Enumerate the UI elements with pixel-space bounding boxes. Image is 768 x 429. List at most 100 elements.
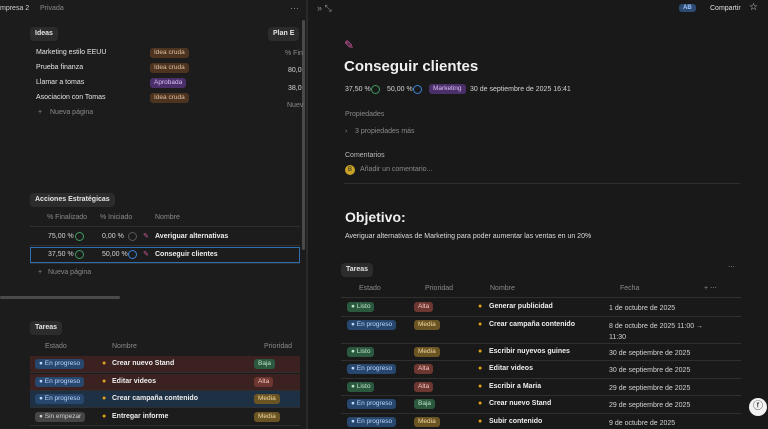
expand[interactable]: ›	[345, 128, 348, 135]
collapse-icon[interactable]: » ⤡	[317, 3, 332, 13]
section-label: Comentarios	[345, 152, 385, 159]
status: ● Listo	[347, 381, 375, 392]
row-divider	[341, 360, 741, 361]
row-name[interactable]: Conseguir clientes	[155, 251, 218, 258]
row-divider	[30, 424, 300, 426]
row-divider	[30, 407, 300, 408]
task-name[interactable]: Crear nuevo Stand	[489, 400, 552, 407]
row-name[interactable]: Averiguar alternativas	[155, 233, 229, 240]
status: ● En progreso	[35, 376, 85, 387]
idea-tag: Idea cruda	[150, 63, 189, 73]
plan-value: 80,0	[288, 67, 302, 74]
scrollbar	[0, 296, 120, 299]
row-bg	[30, 391, 300, 407]
new-page[interactable]: +	[38, 109, 43, 116]
status: ● En progreso	[347, 319, 397, 330]
date: 30 de septiembre de 2025	[609, 367, 691, 374]
share-button[interactable]: Compartir	[710, 5, 741, 12]
new-page[interactable]: +	[38, 269, 43, 276]
priority: Baja	[414, 399, 436, 409]
column-header: % Finalizado	[47, 214, 88, 221]
ring	[128, 250, 137, 259]
priority: Alta	[414, 364, 434, 374]
iniciado: 0,00 %	[102, 233, 124, 240]
idea-tag: Idea cruda	[150, 48, 189, 58]
favorite[interactable]: ☆	[749, 2, 758, 13]
row-bg	[30, 373, 300, 390]
more-properties[interactable]: 3 propiedades más	[355, 128, 415, 135]
priority: Media	[414, 319, 440, 330]
finalizado: 75,00 %	[48, 233, 74, 240]
iniciado: 50,00 %	[387, 86, 413, 93]
idea-name[interactable]: Asociacion con Tomas	[36, 94, 106, 101]
comment-input[interactable]: Añadir un comentario...	[360, 166, 433, 173]
help-button[interactable]: ⓕ	[749, 398, 767, 416]
idea-name[interactable]: Prueba finanza	[36, 64, 84, 71]
scrollbar	[302, 20, 305, 250]
status: ● Sin empezar	[35, 411, 86, 422]
row-divider	[30, 389, 300, 391]
check: ●	[102, 395, 107, 402]
task-name[interactable]: Entregar informe	[112, 412, 169, 420]
view-tab[interactable]: Tareas	[30, 321, 63, 335]
check: ●	[102, 377, 107, 385]
task-name[interactable]: Crear nuevo Stand	[112, 360, 175, 367]
column-header: Nombre	[112, 343, 137, 350]
task-name[interactable]: Escribir nuyevos guines	[489, 347, 570, 355]
ring	[371, 85, 380, 94]
task-name[interactable]: Escribir a Maria	[489, 382, 542, 390]
tag: Marketing	[429, 84, 466, 94]
idea-tag: Aprobada	[150, 78, 187, 88]
priority: Alta	[414, 302, 434, 312]
divider	[306, 0, 308, 429]
row-divider	[341, 395, 741, 396]
column-header: Fecha	[620, 285, 640, 292]
task-name[interactable]: Crear campaña contenido	[489, 320, 575, 328]
status: ● En progreso	[347, 416, 397, 427]
ring	[75, 232, 84, 241]
date: 9 de octubre de 2025	[609, 419, 676, 427]
task-name[interactable]: Generar publicidad	[489, 303, 553, 310]
view-tab[interactable]: Plan E	[268, 27, 300, 41]
column-header: Prioridad	[425, 285, 454, 292]
task-name[interactable]: Editar videos	[489, 365, 533, 372]
view-tab[interactable]: Ideas	[30, 27, 58, 41]
view-tab[interactable]: Acciones Estratégicas	[30, 193, 115, 207]
check: ●	[478, 303, 483, 310]
more-icon[interactable]: ⋯	[290, 3, 299, 13]
more-icon[interactable]: ⋯	[728, 264, 735, 271]
new-page[interactable]: Nuev	[287, 102, 304, 109]
idea-name[interactable]: Llamar a tomas	[36, 79, 85, 86]
header-divider	[30, 226, 300, 227]
iniciado: 50,00 %	[102, 251, 128, 258]
view-tab[interactable]: Tareas	[341, 263, 374, 277]
page-title: Conseguir clientes	[344, 58, 479, 75]
column-header: Nombre	[490, 285, 515, 292]
new-page[interactable]: Nueva página	[48, 269, 92, 276]
finalizado: 37,50 %	[345, 86, 371, 93]
idea-name[interactable]: Marketing estilo EEUU	[36, 49, 107, 56]
status: ● En progreso	[347, 399, 397, 409]
new-page[interactable]: Nueva página	[50, 109, 94, 116]
priority: Media	[414, 416, 440, 427]
status: ● En progreso	[35, 359, 85, 369]
privacy: Privada	[40, 5, 64, 12]
add-column[interactable]: + ⋯	[704, 285, 718, 292]
finalizado: 37,50 %	[48, 251, 74, 258]
row-bg	[30, 356, 300, 372]
workspace[interactable]: mpresa 2	[0, 5, 30, 12]
row-divider	[344, 183, 740, 184]
date: 8 de octubre de 2025 11:00 → 11:30	[609, 322, 704, 341]
check: ●	[478, 400, 483, 407]
check: ●	[478, 365, 483, 372]
task-name[interactable]: Crear campaña contenido	[112, 395, 198, 402]
column-header: Estado	[45, 343, 67, 350]
date: 29 de septiembre de 2025	[609, 402, 691, 409]
task-name[interactable]: Editar videos	[112, 377, 156, 385]
status: ● En progreso	[347, 364, 397, 374]
column-header: Prioridad	[264, 343, 293, 350]
column-header: Nombre	[155, 214, 180, 221]
task-name[interactable]: Subir contenido	[489, 417, 543, 425]
avatar[interactable]: AB	[679, 4, 696, 12]
plan-value: 38,0	[288, 85, 302, 92]
